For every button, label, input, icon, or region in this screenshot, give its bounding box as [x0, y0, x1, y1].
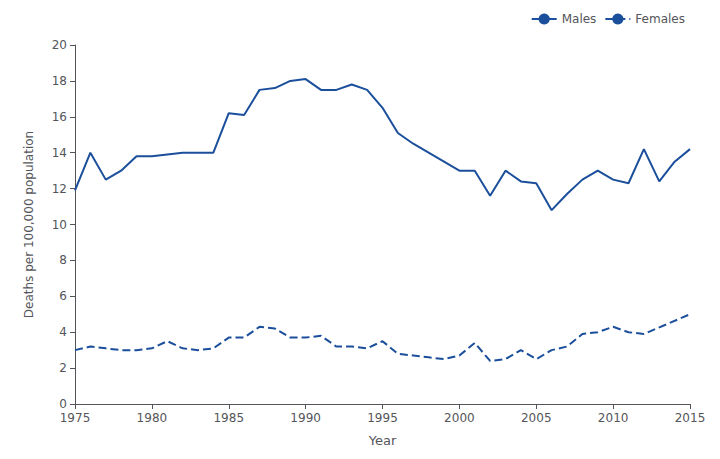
svg-text:2: 2: [59, 361, 67, 375]
svg-text:2005: 2005: [521, 411, 552, 425]
svg-text:1985: 1985: [213, 411, 244, 425]
svg-text:Males: Males: [562, 12, 597, 26]
svg-text:14: 14: [52, 146, 67, 160]
svg-text:8: 8: [59, 253, 67, 267]
svg-text:2000: 2000: [444, 411, 475, 425]
svg-text:Deaths per 100,000 population: Deaths per 100,000 population: [22, 131, 36, 318]
svg-text:2015: 2015: [675, 411, 706, 425]
svg-text:1990: 1990: [290, 411, 321, 425]
svg-text:1995: 1995: [367, 411, 398, 425]
svg-text:Females: Females: [635, 12, 685, 26]
svg-text:16: 16: [52, 110, 67, 124]
svg-text:1980: 1980: [137, 411, 168, 425]
svg-text:6: 6: [59, 289, 67, 303]
svg-text:1975: 1975: [60, 411, 91, 425]
svg-text:Year: Year: [368, 433, 397, 448]
svg-text:20: 20: [52, 38, 67, 52]
svg-text:10: 10: [52, 218, 67, 232]
svg-text:12: 12: [52, 182, 67, 196]
svg-text:0: 0: [59, 397, 67, 411]
svg-text:4: 4: [59, 325, 67, 339]
svg-text:18: 18: [52, 74, 67, 88]
svg-text:2010: 2010: [598, 411, 629, 425]
